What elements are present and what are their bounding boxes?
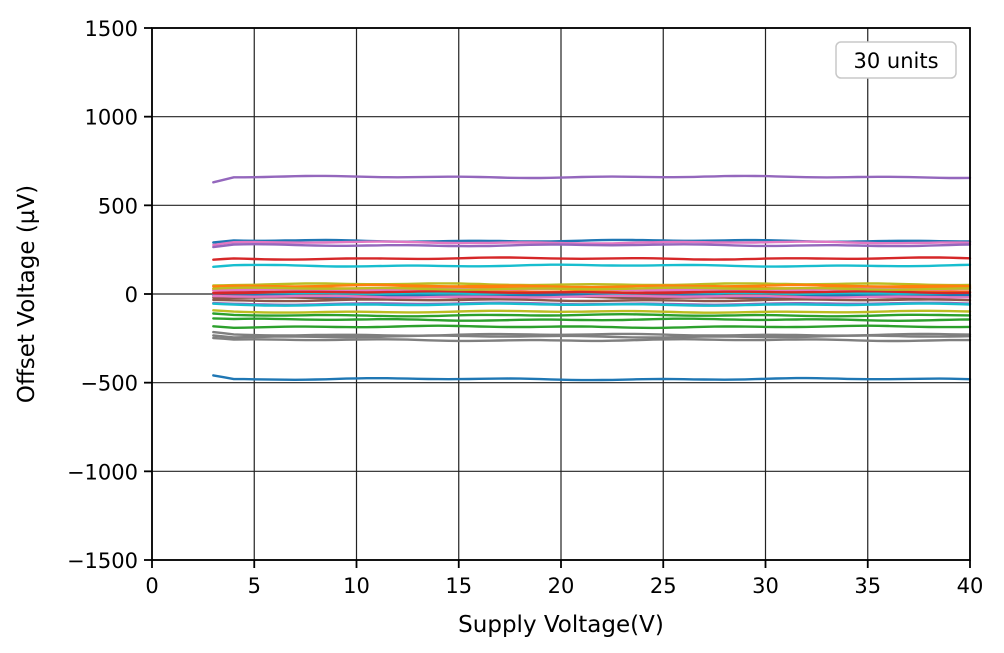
series-line-unit-10 [212,263,972,268]
y-tick-label: 0 [125,283,138,307]
series-line-unit-19 [212,309,972,314]
series-line-unit-03 [212,317,972,322]
series-line-unit-28 [212,334,972,339]
series-line-unit-13 [212,324,972,330]
y-tick-label: −500 [80,372,138,396]
x-tick-label: 0 [145,574,158,598]
series-line-unit-07 [212,240,972,247]
series-line-unit-09 [212,282,972,287]
plot-area: 0 5 10 15 20 25 30 35 40 −1500 −1000 −500 0 500 1000 15… [67,17,983,598]
x-tick-label: 35 [854,574,881,598]
series-line-unit-05 [212,174,972,184]
legend: 30 units [835,41,957,79]
x-tick-label: 30 [752,574,779,598]
x-tick-label: 15 [445,574,472,598]
series-line-unit-27 [212,294,972,299]
legend-box [835,41,957,79]
plot-border [151,27,971,561]
x-tick-label: 10 [343,574,370,598]
y-axis-label: Offset Voltage (µV) [14,185,40,403]
x-tick-label: 40 [957,574,984,598]
x-tick-label: 25 [650,574,677,598]
x-tick-label: 20 [548,574,575,598]
legend-label: 30 units [853,49,938,73]
series-line-unit-11 [212,374,972,382]
y-tick-label: 1500 [85,17,138,41]
y-tick-label: −1500 [67,549,138,573]
y-tick-label: 500 [98,194,138,218]
series-line-unit-25 [212,242,972,249]
series-line-unit-23 [212,312,972,318]
series-line-unit-20 [212,291,972,297]
series-line-unit-18 [212,336,972,343]
x-axis-label: Supply Voltage(V) [458,612,664,638]
series-line-unit-04 [212,256,972,261]
series-line-unit-24 [212,290,972,295]
y-tick-label: 1000 [85,106,138,130]
series-line-unit-30 [212,302,972,307]
series-line-unit-29 [212,286,972,291]
x-tick-label: 5 [248,574,261,598]
series-line-unit-26 [212,298,972,303]
y-tick-label: −1000 [67,460,138,484]
series-line-unit-22 [212,283,972,289]
